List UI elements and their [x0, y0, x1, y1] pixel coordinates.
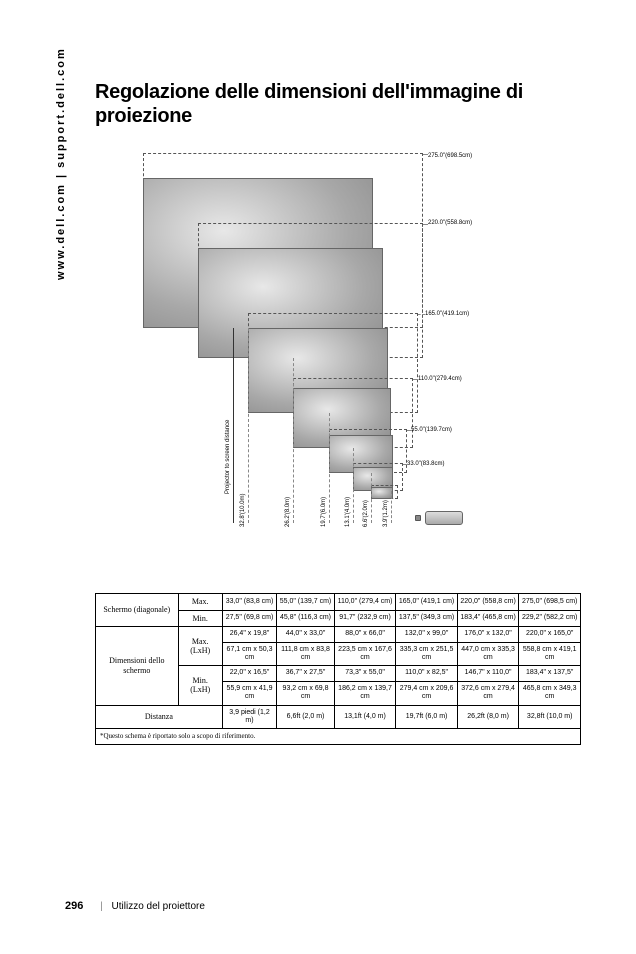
table-row: Distanza3,9 piedi (1,2 m)6,6ft (2,0 m)13…	[96, 705, 581, 729]
projector-icon	[418, 503, 463, 525]
page-number: 296	[65, 900, 83, 912]
distance-line	[391, 491, 392, 523]
footer-sep: |	[100, 901, 103, 912]
screen-size-label: 275.0"(698.5cm)	[428, 153, 472, 159]
proj-distance-label: Projector to screen distance	[225, 420, 231, 494]
table-cell: 88,0" x 66,0"	[334, 627, 396, 642]
distance-label: 19.7'(6.0m)	[321, 497, 327, 527]
table-cell: 93,2 cm x 69,8 cm	[277, 681, 335, 705]
table-footnote: *Questo schema è riportato solo a scopo …	[96, 729, 581, 744]
screen-size-label: 33.0"(83.8cm)	[407, 461, 444, 467]
distance-label: 6.6'(2.0m)	[363, 500, 369, 527]
table-cell: 372,6 cm x 279,4 cm	[457, 681, 519, 705]
table-cell: 111,8 cm x 83,8 cm	[277, 642, 335, 666]
table-cell: 55,9 cm x 41,9 cm	[222, 681, 277, 705]
table-cell: 110,0" x 82,5"	[396, 666, 458, 681]
table-cell: 176,0" x 132,0"	[457, 627, 519, 642]
table-cell: 73,3" x 55,0"	[334, 666, 396, 681]
table-cell: 465,8 cm x 349,3 cm	[519, 681, 581, 705]
table-cell: 183,4" (465,8 cm)	[457, 610, 519, 627]
screen-size-label: 165.0"(419.1cm)	[425, 311, 469, 317]
screen-size-label: 55.0"(139.7cm)	[411, 427, 452, 433]
table-cell: 183,4" x 137,5"	[519, 666, 581, 681]
distance-line	[248, 328, 249, 523]
table-cell: 91,7" (232,9 cm)	[334, 610, 396, 627]
distance-line	[353, 448, 354, 523]
table-cell: 335,3 cm x 251,5 cm	[396, 642, 458, 666]
table-cell: 223,5 cm x 167,6 cm	[334, 642, 396, 666]
table-cell: 186,2 cm x 139,7 cm	[334, 681, 396, 705]
table-cell: 3,9 piedi (1,2 m)	[222, 705, 277, 729]
table-row: Schermo (diagonale)Max.33,0" (83,8 cm)55…	[96, 594, 581, 611]
page-title: Regolazione delle dimensioni dell'immagi…	[95, 80, 581, 128]
table-cell: 110,0" (279,4 cm)	[334, 594, 396, 611]
table-cell: Distanza	[96, 705, 223, 729]
table-cell: 220,0" (558,8 cm)	[457, 594, 519, 611]
table-cell: Max. (LxH)	[178, 627, 222, 666]
distance-label: 32.8'(10.0m)	[240, 494, 246, 528]
distance-line	[371, 473, 372, 523]
table-cell: 137,5" (349,3 cm)	[396, 610, 458, 627]
table-cell: Min. (LxH)	[178, 666, 222, 705]
table-cell: 165,0" (419,1 cm)	[396, 594, 458, 611]
distance-label: 3.9'(1.2m)	[383, 500, 389, 527]
footnote-cell: *Questo schema è riportato solo a scopo …	[96, 729, 581, 744]
distance-label: 26.2'(8.0m)	[285, 497, 291, 527]
screen-size-label: 220.0"(558.8cm)	[428, 220, 472, 226]
table-cell: 45,8" (116,3 cm)	[277, 610, 335, 627]
table-row: Dimensioni dello schermoMax. (LxH)26,4" …	[96, 627, 581, 642]
distance-label: 13.1'(4.0m)	[345, 497, 351, 527]
distance-line	[293, 358, 294, 523]
table-cell: 447,0 cm x 335,3 cm	[457, 642, 519, 666]
side-url: www.dell.com | support.dell.com	[55, 47, 67, 280]
table-cell: 558,8 cm x 419,1 cm	[519, 642, 581, 666]
table-cell: 33,0" (83,8 cm)	[222, 594, 277, 611]
table-cell: 19,7ft (6,0 m)	[396, 705, 458, 729]
table-cell: 26,4" x 19,8"	[222, 627, 277, 642]
projection-diagram: 275.0"(698.5cm) 220.0"(558.8cm) 165.0"(419…	[143, 153, 533, 553]
table-cell: 36,7" x 27,5"	[277, 666, 335, 681]
screen-size-label: 110.0"(279.4cm)	[418, 376, 462, 382]
table-cell: 22,0" x 16,5"	[222, 666, 277, 681]
table-cell: Schermo (diagonale)	[96, 594, 179, 627]
table-cell: 132,0" x 99,0"	[396, 627, 458, 642]
page-footer: 296 | Utilizzo del proiettore	[65, 900, 205, 912]
table-cell: 32,8ft (10,0 m)	[519, 705, 581, 729]
table-cell: 220,0" x 165,0"	[519, 627, 581, 642]
table-cell: 229,2" (582,2 cm)	[519, 610, 581, 627]
dimensions-table: Schermo (diagonale)Max.33,0" (83,8 cm)55…	[95, 593, 581, 745]
table-cell: Max.	[178, 594, 222, 611]
table-cell: 6,6ft (2,0 m)	[277, 705, 335, 729]
distance-line	[329, 413, 330, 523]
table-cell: 26,2ft (8,0 m)	[457, 705, 519, 729]
table-cell: 279,4 cm x 209,6 cm	[396, 681, 458, 705]
table-cell: 27,5" (69,8 cm)	[222, 610, 277, 627]
screen-fill	[371, 487, 393, 499]
footer-section: Utilizzo del proiettore	[112, 901, 205, 912]
table-cell: 44,0" x 33,0"	[277, 627, 335, 642]
table-cell: 55,0" (139,7 cm)	[277, 594, 335, 611]
table-cell: 67,1 cm x 50,3 cm	[222, 642, 277, 666]
table-cell: 275,0" (698,5 cm)	[519, 594, 581, 611]
table-cell: 146,7" x 110,0"	[457, 666, 519, 681]
table-cell: Dimensioni dello schermo	[96, 627, 179, 705]
table-cell: 13,1ft (4,0 m)	[334, 705, 396, 729]
table-cell: Min.	[178, 610, 222, 627]
